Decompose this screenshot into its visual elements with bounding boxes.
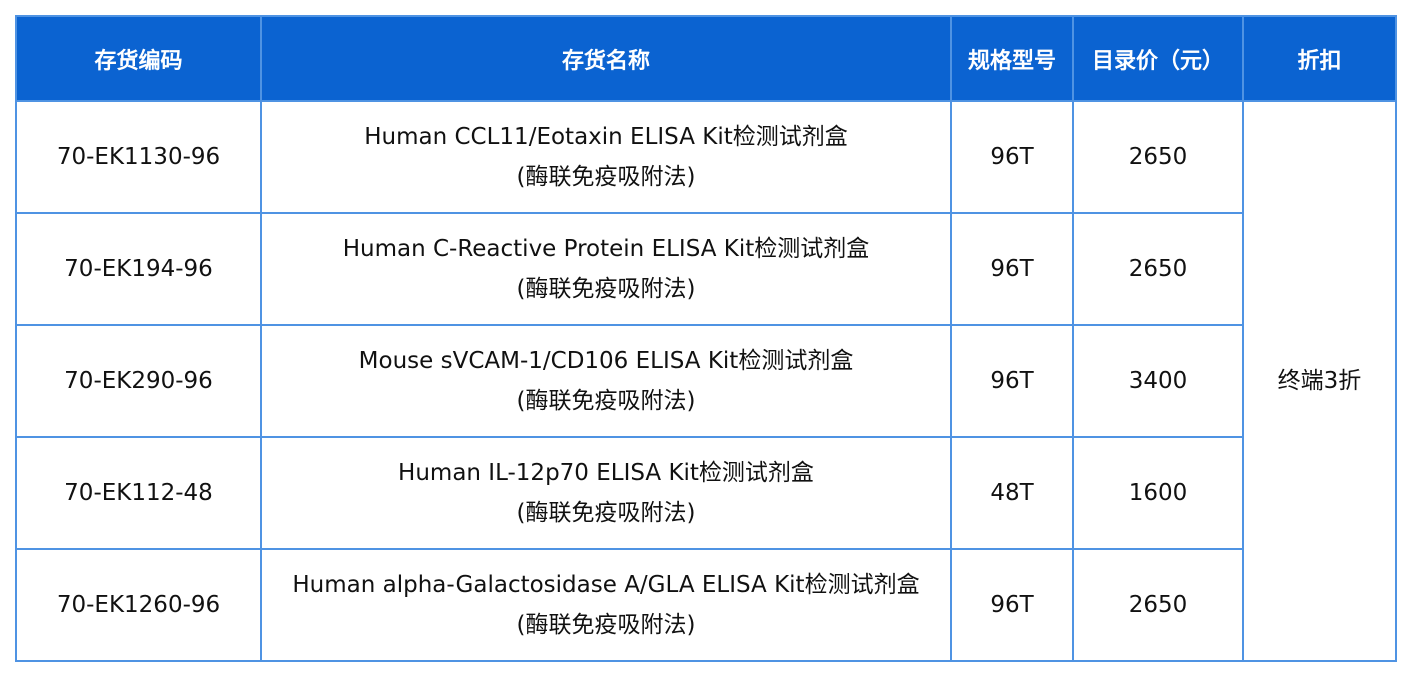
cell-price: 1600	[1072, 436, 1244, 550]
product-method: (酶联免疫吸附法)	[516, 612, 696, 638]
cell-spec: 96T	[950, 212, 1074, 326]
product-name: Human C-Reactive Protein ELISA Kit检测试剂盒	[342, 236, 870, 262]
product-name: Human CCL11/Eotaxin ELISA Kit检测试剂盒	[364, 124, 848, 150]
cell-price: 2650	[1072, 548, 1244, 662]
product-name: Mouse sVCAM-1/CD106 ELISA Kit检测试剂盒	[358, 348, 854, 374]
header-row: 存货编码 存货名称 规格型号 目录价（元） 折扣	[15, 15, 1397, 102]
price-table: 存货编码 存货名称 规格型号 目录价（元） 折扣 70-EK1130-96 Hu…	[15, 15, 1397, 662]
product-name: Human IL-12p70 ELISA Kit检测试剂盒	[398, 460, 814, 486]
cell-spec: 48T	[950, 436, 1074, 550]
cell-spec: 96T	[950, 324, 1074, 438]
cell-spec: 96T	[950, 548, 1074, 662]
cell-price: 3400	[1072, 324, 1244, 438]
cell-code: 70-EK112-48	[15, 436, 262, 550]
cell-discount: 终端3折	[1242, 100, 1397, 662]
table-row: 70-EK290-96 Mouse sVCAM-1/CD106 ELISA Ki…	[15, 324, 1396, 438]
cell-code: 70-EK1130-96	[15, 100, 262, 214]
cell-name: Mouse sVCAM-1/CD106 ELISA Kit检测试剂盒 (酶联免疫吸…	[260, 324, 952, 438]
cell-name: Human IL-12p70 ELISA Kit检测试剂盒 (酶联免疫吸附法)	[260, 436, 952, 550]
cell-spec: 96T	[950, 100, 1074, 214]
table-row: 70-EK1130-96 Human CCL11/Eotaxin ELISA K…	[15, 100, 1397, 662]
cell-code: 70-EK1260-96	[15, 548, 262, 662]
cell-name: Human CCL11/Eotaxin ELISA Kit检测试剂盒 (酶联免疫吸…	[260, 100, 952, 214]
cell-price: 2650	[1072, 100, 1244, 214]
product-method: (酶联免疫吸附法)	[516, 164, 696, 190]
table-row: 70-EK194-96 Human C-Reactive Protein ELI…	[15, 212, 1396, 326]
header-name: 存货名称	[260, 15, 952, 102]
header-discount: 折扣	[1242, 15, 1397, 102]
cell-code: 70-EK194-96	[15, 212, 262, 326]
header-price: 目录价（元）	[1072, 15, 1244, 102]
product-method: (酶联免疫吸附法)	[516, 500, 696, 526]
header-code: 存货编码	[15, 15, 262, 102]
cell-name: Human C-Reactive Protein ELISA Kit检测试剂盒 (…	[260, 212, 952, 326]
header-spec: 规格型号	[950, 15, 1074, 102]
cell-name: Human alpha-Galactosidase A/GLA ELISA Ki…	[260, 548, 952, 662]
table-row: 70-EK1260-96 Human alpha-Galactosidase A…	[15, 548, 1396, 662]
product-method: (酶联免疫吸附法)	[516, 388, 696, 414]
table-row: 70-EK112-48 Human IL-12p70 ELISA Kit检测试剂…	[15, 436, 1396, 550]
cell-code: 70-EK290-96	[15, 324, 262, 438]
cell-price: 2650	[1072, 212, 1244, 326]
product-name: Human alpha-Galactosidase A/GLA ELISA Ki…	[292, 572, 920, 598]
product-method: (酶联免疫吸附法)	[516, 276, 696, 302]
